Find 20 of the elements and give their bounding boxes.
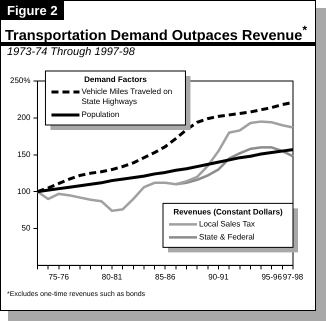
y-tick-label: 100 (17, 186, 31, 196)
x-tick-label: 95-96 (261, 272, 282, 282)
annotation: Revenues (Constant Dollars) (173, 208, 284, 217)
x-tick-label: 97-98 (282, 272, 304, 282)
x-tick-label: 85-86 (154, 272, 176, 282)
y-tick-label: 50 (22, 224, 32, 233)
chart-title: Transportation Demand Outpaces Revenue$^{*}$ (5, 23, 308, 44)
y-tick-label: 250% (10, 76, 30, 86)
x-tick-label: 75-76 (48, 272, 70, 282)
x-tick-label: 80-81 (102, 272, 123, 282)
x-tick-label: 90-91 (208, 272, 230, 282)
chart-subtitle: 1973-74 Through 1997-98 (7, 46, 135, 58)
y-tick-label: 200 (17, 113, 31, 122)
legend-label: Local Sales Tax (199, 220, 255, 229)
y-tick-label: 150 (17, 150, 31, 159)
caption: Figure 2 (1, 1, 64, 20)
legend-label: Vehicle Miles Traveled on State Highways (81, 87, 172, 106)
legend-title: Demand Factors (84, 75, 148, 84)
legend-label: State & Federal (199, 232, 255, 242)
legend-label: Population (81, 110, 120, 120)
